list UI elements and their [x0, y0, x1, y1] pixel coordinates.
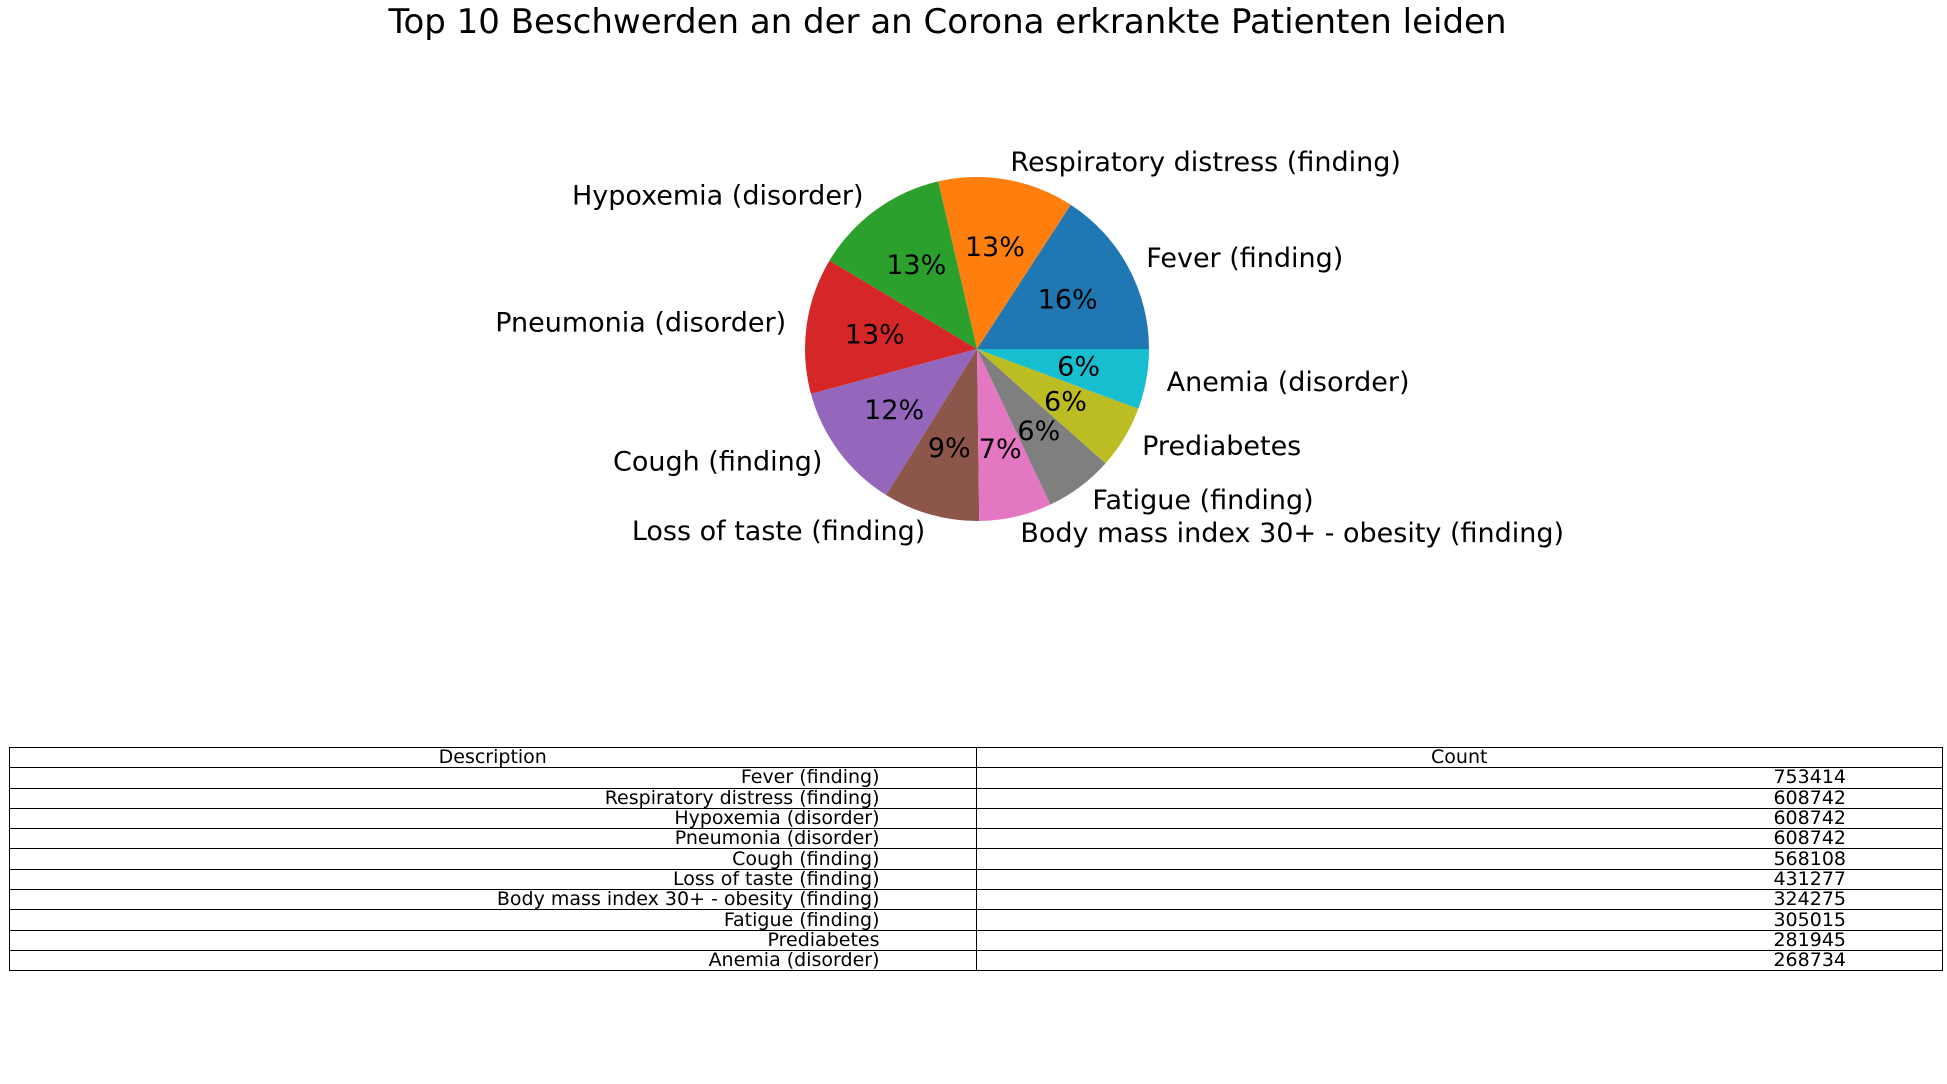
table-cell-count: 568108	[975, 848, 1943, 870]
pie-slice-label: Fever (finding)	[1146, 243, 1343, 274]
table-cell-description: Fatigue (finding)	[9, 909, 977, 931]
table-row: Body mass index 30+ - obesity (finding) 3…	[9, 889, 1943, 911]
pie-slice-labels: Fever (finding) Respiratory distress (fin…	[495, 147, 1564, 549]
pie-percent-label: 13%	[845, 319, 905, 350]
table-cell-count: 608742	[975, 828, 1943, 850]
table-cell-count: 753414	[975, 767, 1943, 789]
pie-slice-label: Respiratory distress (finding)	[1010, 147, 1401, 178]
data-table: Description Count Fever (finding) 753414 R…	[9, 746, 1943, 972]
pie-percent-label: 12%	[864, 395, 924, 426]
pie-percent-label: 6%	[1044, 387, 1087, 418]
table-cell-count: 281945	[975, 929, 1943, 951]
pie-slice	[977, 349, 1106, 505]
pie-slice-label: Body mass index 30+ - obesity (finding)	[1020, 518, 1564, 549]
pie-slice-label: Fatigue (finding)	[1092, 485, 1313, 516]
table-row: Anemia (disorder) 268734	[9, 949, 1943, 972]
column-header-count: Count	[975, 746, 1943, 769]
table-row: Fatigue (finding) 305015	[9, 909, 1943, 931]
pie-slice	[977, 204, 1149, 349]
table-row: Respiratory distress (finding) 608742	[9, 787, 1943, 809]
pie-percent-label: 7%	[979, 434, 1022, 465]
pie-percent-label: 6%	[1017, 416, 1060, 447]
table-cell-count: 608742	[975, 787, 1943, 809]
pie-percent-label: 6%	[1057, 352, 1100, 383]
table-cell-description: Hypoxemia (disorder)	[9, 807, 977, 830]
pie-slice	[886, 349, 980, 521]
table-row: Loss of taste (finding) 431277	[9, 868, 1943, 891]
table-cell-count: 324275	[975, 889, 1943, 911]
pie-slice	[938, 177, 1071, 349]
table-cell-count: 305015	[975, 909, 1943, 931]
table-row: Pneumonia (disorder) 608742	[9, 828, 1943, 850]
table-cell-description: Prediabetes	[9, 929, 977, 951]
pie-slice-label: Loss of taste (finding)	[632, 516, 925, 547]
pie-slice-label: Prediabetes	[1142, 431, 1301, 462]
pie-slice	[977, 349, 1051, 521]
table-cell-description: Loss of taste (finding)	[9, 868, 977, 891]
table-cell-description: Fever (finding)	[9, 767, 977, 789]
table-row: Hypoxemia (disorder) 608742	[9, 807, 1943, 830]
chart-title: Top 10 Beschwerden an der an Corona erkr…	[388, 2, 1507, 42]
pie-slice	[805, 260, 977, 394]
table-row: Cough (finding) 568108	[9, 848, 1943, 870]
pie-percent-label: 9%	[928, 433, 971, 464]
table-cell-description: Respiratory distress (finding)	[9, 787, 977, 809]
table-cell-description: Body mass index 30+ - obesity (finding)	[9, 889, 977, 911]
pie-slice-label: Pneumonia (disorder)	[495, 308, 786, 339]
pie-slice	[810, 349, 977, 496]
table-cell-description: Pneumonia (disorder)	[9, 828, 977, 850]
table-cell-count: 431277	[975, 868, 1943, 891]
pie-slice	[977, 349, 1149, 409]
pie-slice	[977, 349, 1139, 464]
pie-slice	[829, 181, 977, 349]
table-cell-description: Anemia (disorder)	[9, 949, 977, 972]
table-header-row: Description Count	[9, 746, 1943, 769]
pie-slice-label: Cough (finding)	[613, 446, 822, 477]
pie-slice-label: Anemia (disorder)	[1167, 367, 1410, 398]
pie-percent-labels: 16%13%13%13%12%9% 7%6%6%6%	[845, 232, 1100, 465]
pie-slice-label: Hypoxemia (disorder)	[572, 181, 864, 212]
table-row: Prediabetes 281945	[9, 929, 1943, 951]
table-cell-count: 268734	[975, 949, 1943, 972]
table-body: Fever (finding) 753414 Respiratory distres…	[9, 767, 1943, 972]
pie-percent-label: 16%	[1038, 284, 1098, 315]
pie-percent-label: 13%	[886, 250, 946, 281]
column-header-description: Description	[9, 746, 977, 769]
table-cell-description: Cough (finding)	[9, 848, 977, 870]
table-cell-count: 608742	[975, 807, 1943, 830]
table-row: Fever (finding) 753414	[9, 767, 1943, 789]
pie-chart: 16%13%13%13%12%9% 7%6%6%6% Fever (finding…	[495, 147, 1564, 549]
pie-percent-label: 13%	[965, 232, 1025, 263]
pie-slices	[805, 177, 1149, 521]
